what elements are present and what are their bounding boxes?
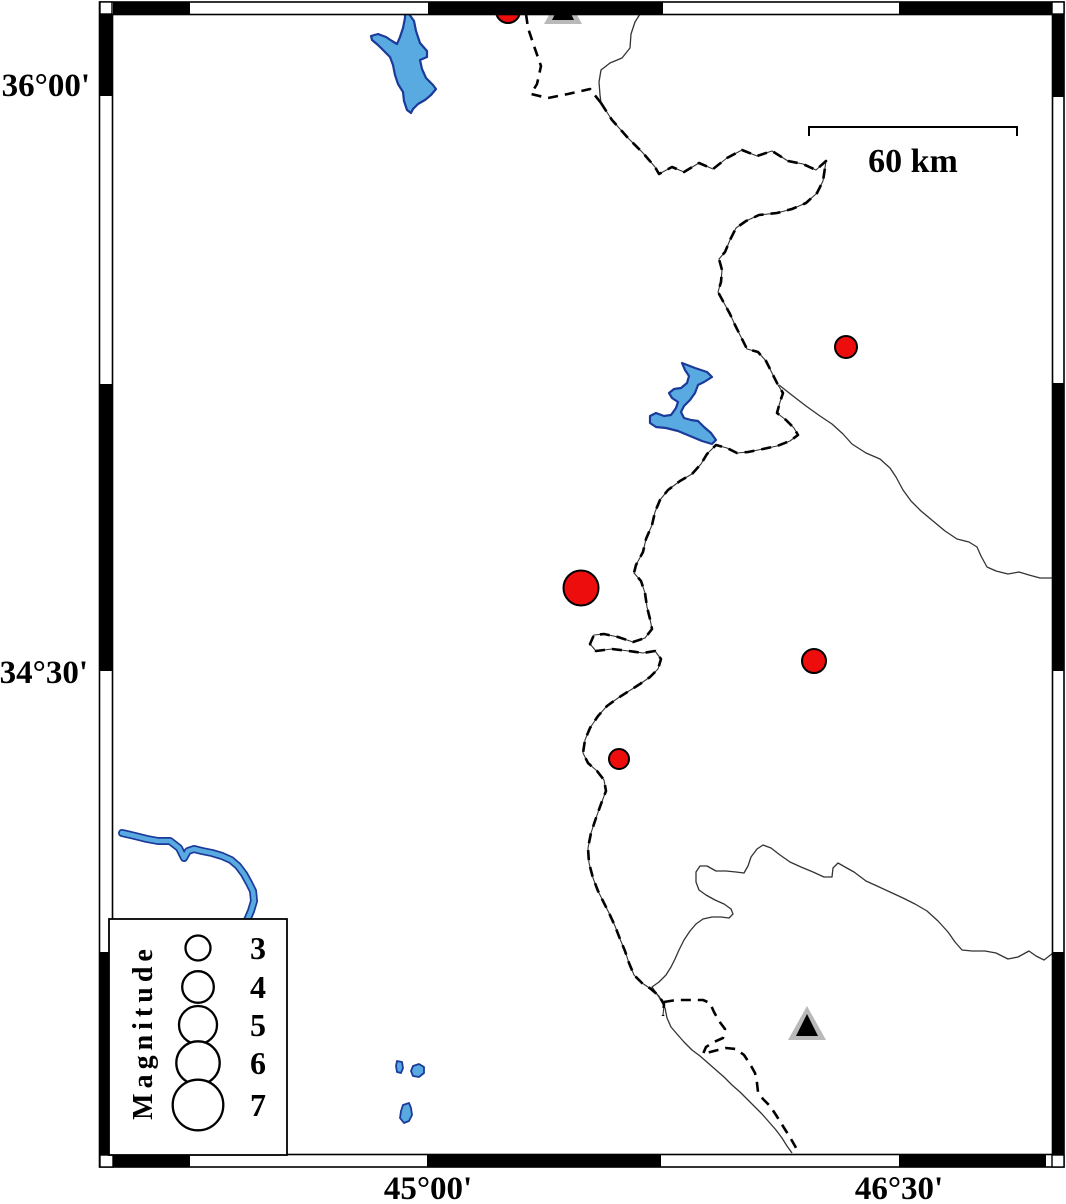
pond-2 [410, 1063, 425, 1078]
legend-magnitude-label: 3 [250, 930, 266, 966]
legend-magnitude-circle [184, 934, 212, 962]
map-frame [98, 1, 1065, 1168]
legend-magnitude-label: 5 [250, 1007, 266, 1043]
legend-magnitude-label: 6 [250, 1045, 266, 1081]
earthquake-marker [495, 14, 521, 24]
frame-tick-segment [100, 14, 113, 96]
scale-bar-label: 60 km [868, 143, 958, 180]
lake-northwest [369, 14, 438, 115]
national-border-north [524, 14, 603, 104]
frame-tick-segment [1053, 14, 1065, 97]
legend-magnitude-circle [177, 1004, 219, 1046]
legend-title: Magnitude [128, 944, 159, 1120]
frame-tick-segment [427, 1155, 661, 1167]
legend-magnitude-circle [175, 1040, 221, 1086]
map-content [118, 14, 1053, 1154]
earthquake-marker [608, 748, 630, 770]
station-triangle-icon [788, 1006, 826, 1040]
legend-magnitude-circle [171, 1078, 225, 1132]
station-inner-triangle [796, 1014, 818, 1036]
axis-labels: 36°00' 34°30' 45°00' 46°30' [0, 68, 943, 1204]
river-southeast [651, 844, 1053, 1154]
frame-corner-square [99, 1, 113, 15]
pond-3 [399, 1102, 413, 1124]
frame-tick-segment [899, 1155, 1046, 1167]
frame-tick-segment [428, 2, 663, 15]
station-inner-triangle [552, 14, 574, 20]
frame-corner-square [99, 1154, 114, 1168]
legend-magnitude-circle [181, 970, 215, 1004]
frame-tick-segment [100, 384, 113, 671]
longitude-label: 45°00' [384, 1171, 472, 1204]
earthquake-marker [801, 648, 827, 674]
earthquake-marker [834, 335, 858, 359]
frame-tick-segment [1053, 383, 1065, 671]
longitude-label: 46°30' [855, 1171, 943, 1204]
legend-magnitude-label: 4 [250, 969, 266, 1005]
river-north [598, 14, 641, 104]
scale-bar-bracket [808, 126, 1018, 136]
scale-bar: 60 km [808, 126, 1018, 180]
river-southwest [119, 830, 257, 923]
latitude-label: 36°00' [2, 68, 90, 104]
national-border-main [581, 102, 828, 1017]
frame-tick-segment [899, 2, 1052, 15]
latitude-label: 34°30' [0, 655, 88, 691]
legend-magnitude-label: 7 [250, 1087, 266, 1123]
frame-corner-square [1051, 1154, 1065, 1168]
station-triangle-icon [544, 14, 582, 24]
lake-central [648, 361, 718, 446]
national-border-south-loop [663, 998, 801, 1154]
frame-tick-segment [113, 1155, 190, 1167]
earthquake-marker [562, 569, 600, 607]
pond-1 [395, 1060, 404, 1074]
river-diagonal-east [778, 384, 1053, 579]
frame-tick-segment [113, 2, 190, 15]
frame-corner-square [1051, 1, 1065, 15]
frame-tick-segment [1053, 952, 1065, 1155]
